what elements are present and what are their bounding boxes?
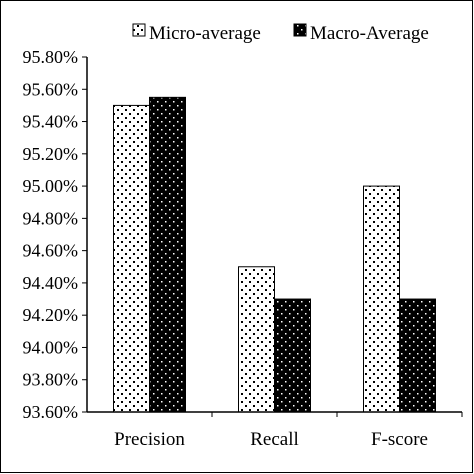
legend-label-micro-average: Micro-average [149,23,261,44]
bar-precision-micro-average [113,104,150,413]
y-tick-label: 94.00% [23,337,79,357]
x-tick-label: Recall [250,429,299,450]
y-tick-label: 94.20% [23,305,79,325]
y-tick-label: 95.20% [23,144,79,164]
y-tick-label: 95.80% [23,47,79,67]
y-tick-label: 95.00% [23,176,79,196]
x-axis-labels: Precision Recall F-score [114,412,463,450]
legend-label-macro-average: Macro-Average [310,23,429,44]
bar-precision-macro-average [149,96,186,413]
x-tick-label: Precision [114,429,185,450]
bar-f-score-micro-average [363,185,400,413]
y-tick-label: 93.60% [23,402,79,422]
y-tick-label: 93.80% [23,370,79,390]
bar-f-score-macro-average [399,298,436,413]
y-tick-label: 94.80% [23,208,79,228]
bars [113,96,436,413]
legend: Micro-average Macro-Average [132,23,429,44]
legend-swatch-micro-average [132,23,146,37]
x-tick-label: F-score [371,429,428,450]
y-axis-ticks: 93.60% 93.80% 94.00% 94.20% 94.40% 94.60% 94.8… [23,47,87,422]
bar-recall-macro-average [274,298,311,413]
y-tick-label: 94.60% [23,241,79,261]
y-tick-label: 95.60% [23,79,79,99]
bar-recall-micro-average [238,266,275,413]
y-tick-label: 94.40% [23,273,79,293]
y-tick-label: 95.40% [23,112,79,132]
legend-swatch-macro-average [293,23,307,37]
